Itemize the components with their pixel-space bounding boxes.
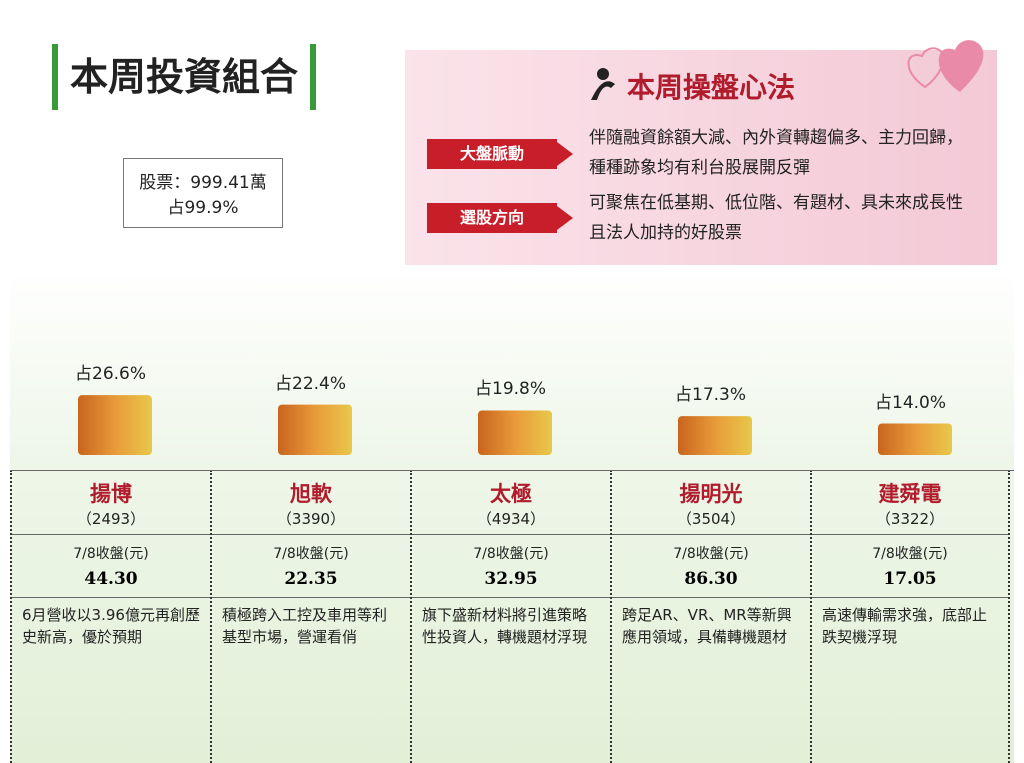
close-price: 32.95 — [412, 569, 610, 598]
stock-desc: 高速傳輸需求強，底部止跌契機浮現 — [822, 606, 988, 646]
arrow — [557, 206, 573, 230]
stock-name: 揚博 — [90, 481, 132, 506]
panel-title: 本周操盤心法 — [627, 71, 796, 104]
stock-column: 揚博 （2493） 7/8收盤(元) 44.30 6月營收以3.96億元再創歷史新高，優… — [10, 470, 210, 763]
tag: 大盤脈動 — [427, 139, 557, 169]
divider — [10, 470, 1014, 471]
stock-name: 揚明光 — [679, 481, 743, 506]
close-label: 7/8收盤(元) — [473, 546, 549, 562]
close-price: 44.30 — [12, 569, 210, 598]
close-label: 7/8收盤(元) — [273, 546, 349, 562]
stock-column: 旭軟 （3390） 7/8收盤(元) 22.35 積極跨入工控及車用等利基型市場，營運看… — [210, 470, 410, 763]
stock-code: （3390） — [212, 508, 410, 535]
portfolio: 占26.6% 揚博 （2493） 7/8收盤(元) 44.30 6月營收以3.96億元再創… — [10, 270, 1014, 763]
stock-name: 建舜電 — [878, 481, 942, 506]
stock-name: 太極 — [490, 481, 532, 506]
stock-desc: 6月營收以3.96億元再創歷史新高，優於預期 — [22, 606, 200, 646]
tag: 選股方向 — [427, 203, 557, 233]
strategy-panel: 本周操盤心法 大盤脈動 伴隨融資餘額大減、內外資轉趨偏多、主力回歸，種種跡象均有… — [405, 40, 997, 265]
stock-code: （2493） — [12, 508, 210, 535]
arrow — [557, 142, 573, 166]
share-cylinder — [478, 410, 552, 455]
share-label: 占14.0% — [875, 392, 947, 413]
close-label: 7/8收盤(元) — [872, 546, 948, 562]
stock-column: 建舜電 （3322） 7/8收盤(元) 17.05 高速傳輸需求強，底部止跌契機浮現 — [810, 470, 1010, 763]
stock-column: 太極 （4934） 7/8收盤(元) 32.95 旗下盛新材料將引進策略性投資人，轉機題… — [410, 470, 610, 763]
share-label: 占22.4% — [275, 373, 347, 394]
share-label: 占17.3% — [675, 385, 747, 406]
share-cylinder — [78, 395, 152, 455]
hearts — [907, 40, 984, 92]
holding-box: 股票：999.41萬 占99.9% — [123, 158, 283, 228]
share-label: 占19.8% — [475, 379, 547, 400]
share-cylinder — [278, 404, 352, 455]
panel-text: 可聚焦在低基期、低位階、有題材、具未來成長性且法人加持的好股票 — [589, 193, 963, 243]
close-price: 17.05 — [812, 569, 1008, 598]
close-price: 22.35 — [212, 569, 410, 598]
stock-desc: 旗下盛新材料將引進策略性投資人，轉機題材浮現 — [422, 606, 588, 646]
close-label: 7/8收盤(元) — [73, 546, 149, 562]
stock-code: （4934） — [412, 508, 610, 535]
stock-code: （3504） — [612, 508, 810, 535]
close-label: 7/8收盤(元) — [673, 546, 749, 562]
stock-desc: 跨足AR、VR、MR等新興應用領域，具備轉機題材 — [622, 606, 792, 646]
stock-code: （3322） — [812, 508, 1008, 535]
stock-column: 揚明光 （3504） 7/8收盤(元) 86.30 跨足AR、VR、MR等新興應用領域，… — [610, 470, 810, 763]
title: 本周投資組合 — [52, 44, 317, 110]
share-label: 占26.6% — [75, 364, 147, 385]
panel-text: 伴隨融資餘額大減、內外資轉趨偏多、主力回歸，種種跡象均有利台股展開反彈 — [589, 128, 963, 178]
share-cylinder — [878, 423, 952, 455]
icon — [591, 68, 615, 100]
stock-name: 旭軟 — [290, 481, 332, 506]
holding-share: 占99.9% — [167, 198, 239, 218]
close-price: 86.30 — [612, 569, 810, 598]
share-cylinder — [678, 416, 752, 455]
holding: 股票：999.41萬 — [139, 173, 267, 193]
share-chart — [78, 395, 952, 455]
stock-desc: 積極跨入工控及車用等利基型市場，營運看俏 — [222, 606, 388, 646]
